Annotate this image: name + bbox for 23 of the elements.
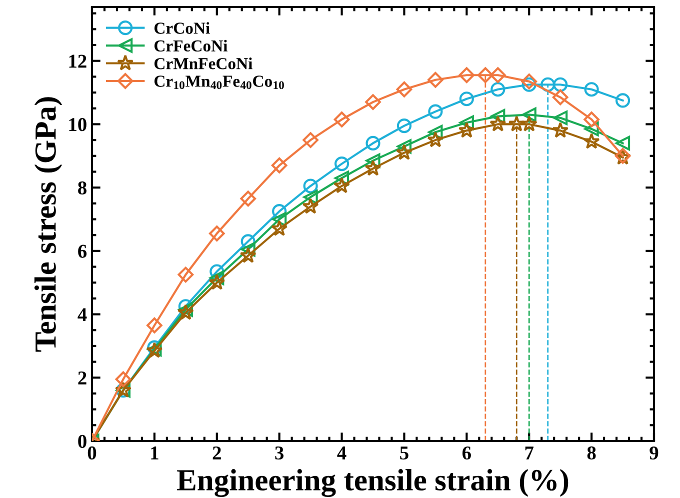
legend-label: CrMnFeCoNi bbox=[154, 58, 252, 70]
x-tick-label: 6 bbox=[462, 446, 471, 460]
x-axis-title: Engineering tensile strain (%) bbox=[177, 469, 568, 497]
y-tick-label: 6 bbox=[78, 244, 87, 258]
y-tick-label: 12 bbox=[69, 54, 86, 68]
x-tick-label: 1 bbox=[151, 446, 158, 460]
x-tick-label: 5 bbox=[400, 446, 408, 460]
legend-label: CrCoNi bbox=[154, 22, 210, 34]
y-tick-label: 10 bbox=[69, 118, 86, 132]
x-tick-label: 3 bbox=[275, 446, 284, 460]
y-tick-label: 2 bbox=[78, 372, 86, 384]
x-tick-label: 2 bbox=[212, 446, 221, 460]
y-tick-label: 0 bbox=[78, 434, 86, 448]
y-tick-label: 4 bbox=[78, 308, 87, 322]
x-tick-label: 0 bbox=[88, 446, 96, 460]
x-tick-label: 8 bbox=[587, 446, 596, 460]
x-tick-label: 7 bbox=[525, 446, 534, 460]
y-tick-label: 8 bbox=[78, 181, 86, 195]
legend-label: CrFeCoNi bbox=[154, 40, 228, 52]
x-tick-label: 9 bbox=[650, 446, 658, 460]
x-tick-label: 4 bbox=[337, 446, 346, 460]
y-axis-title: Tensile stress (GPa) bbox=[34, 97, 62, 352]
legend-label: Cr$_{10}$Mn$_{40}$Fe$_{40}$Co$_{10}$ bbox=[154, 76, 284, 90]
